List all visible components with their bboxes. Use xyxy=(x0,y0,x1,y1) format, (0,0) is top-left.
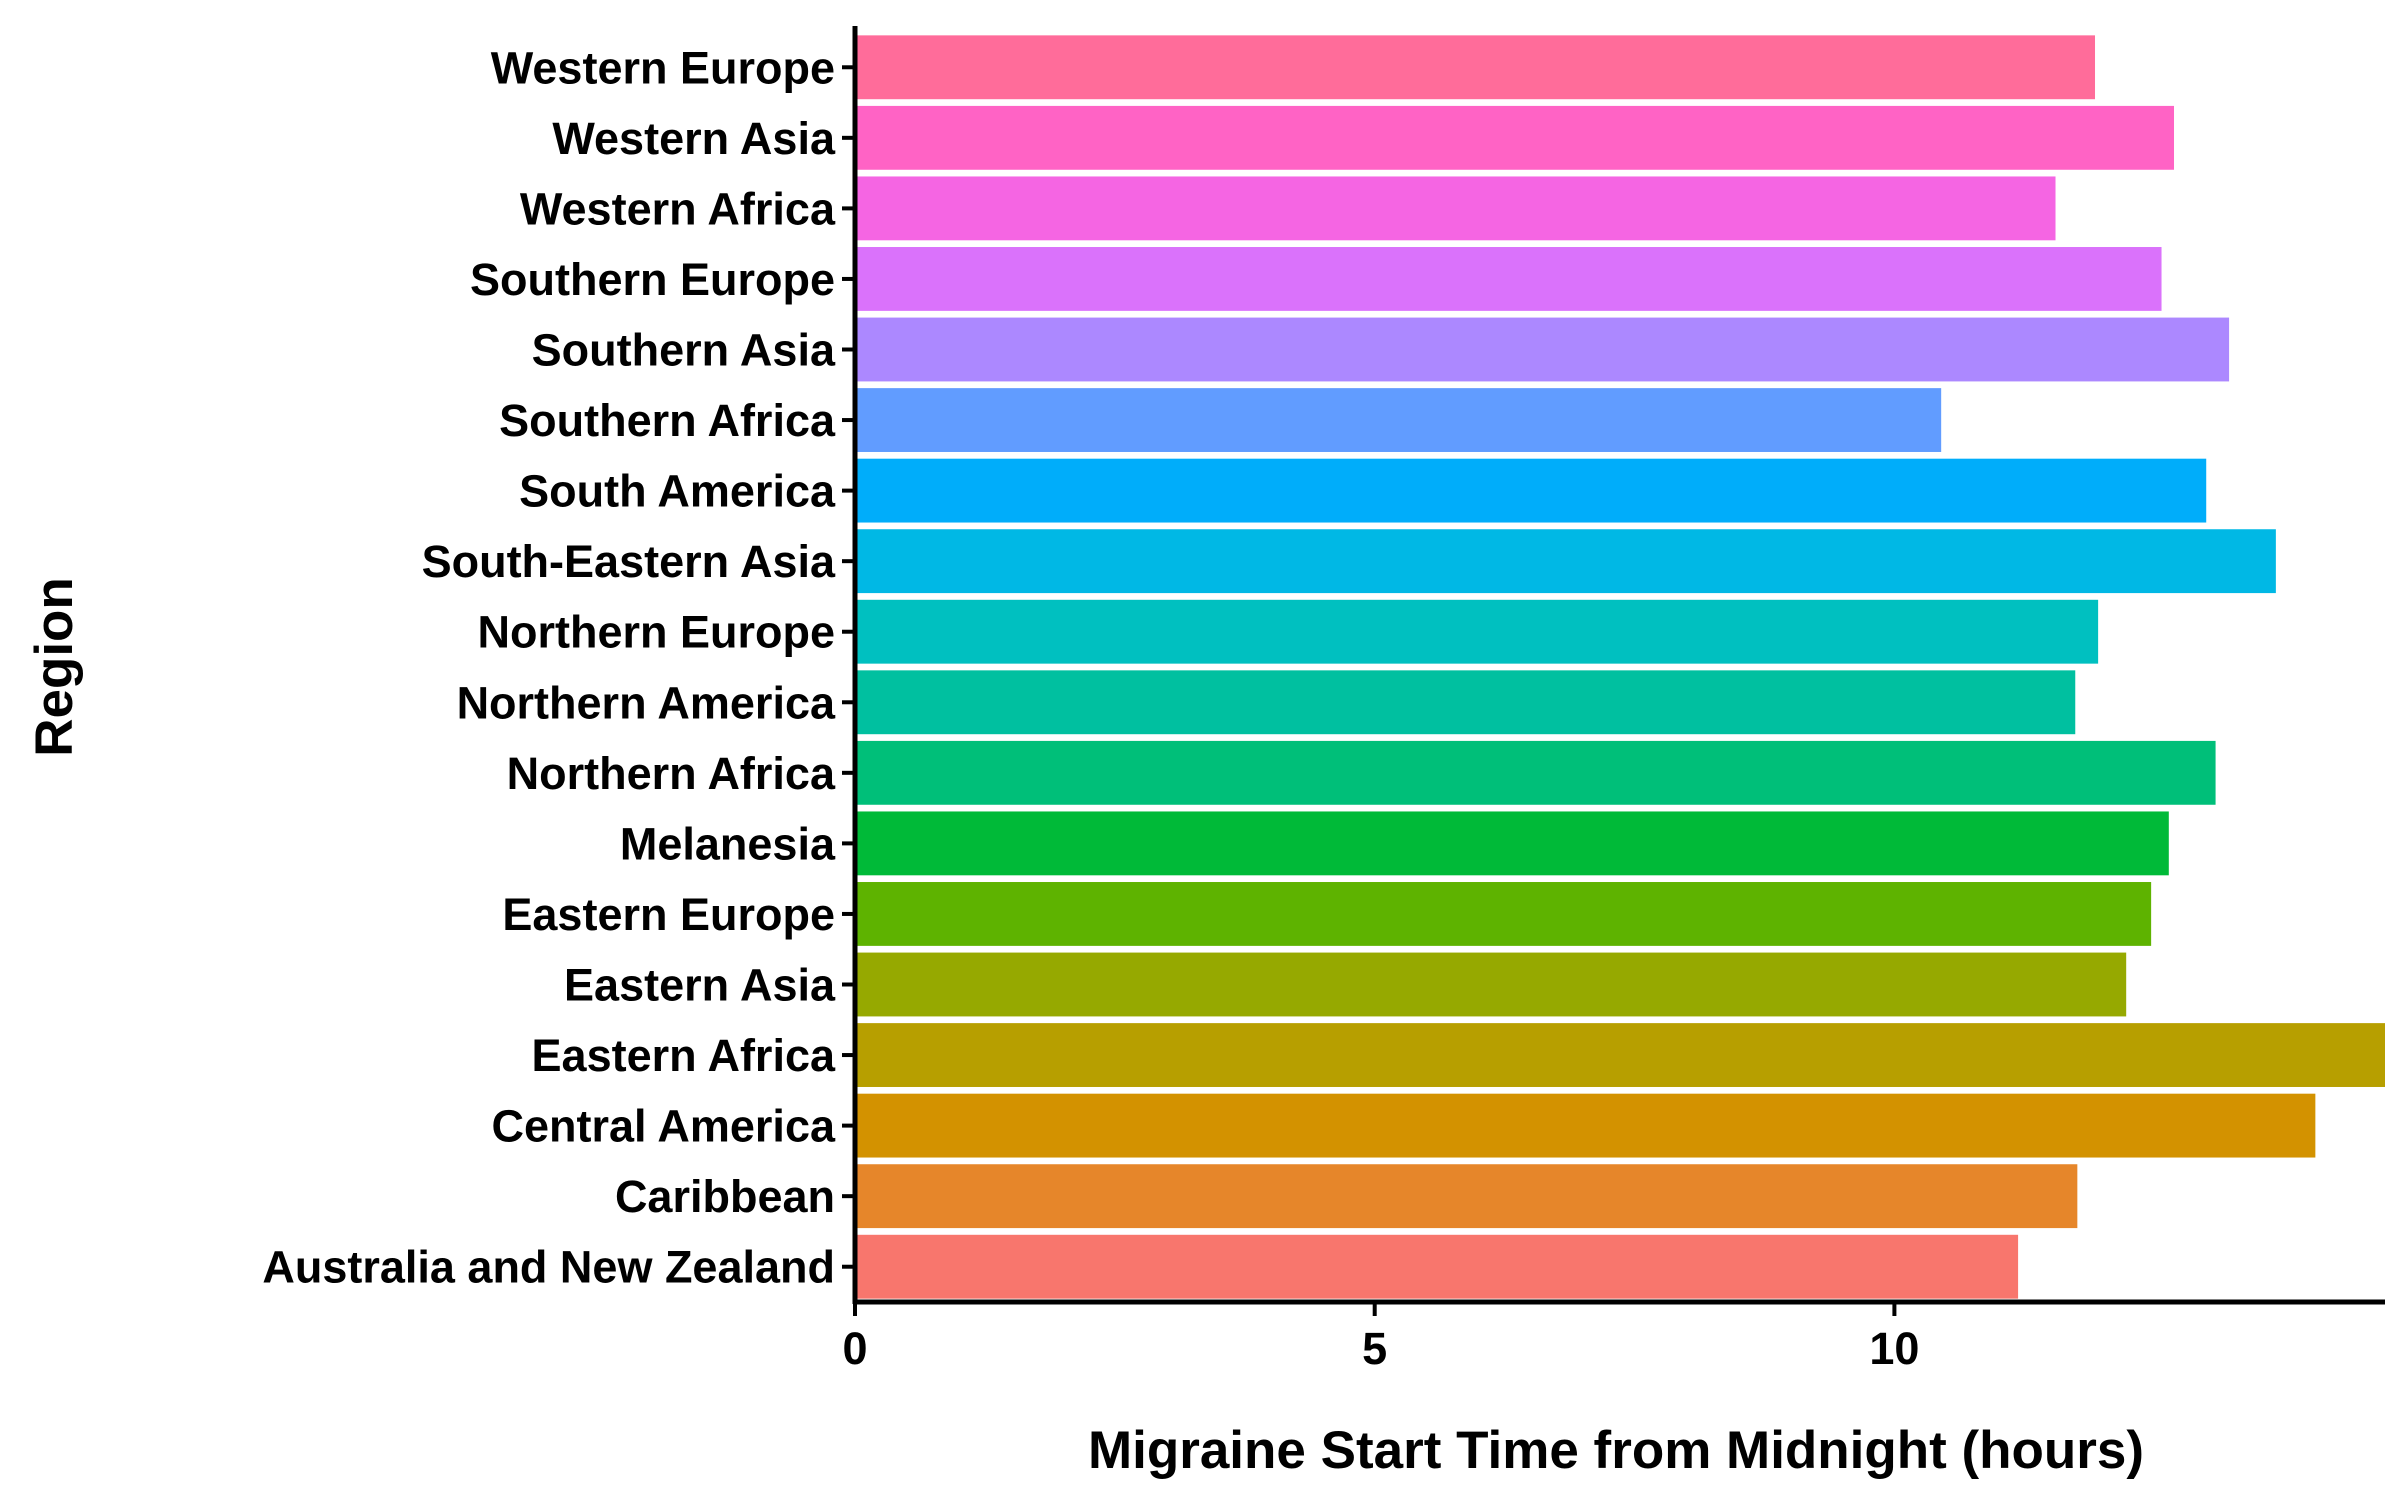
bar-south-eastern-asia xyxy=(855,529,2276,594)
bar-south-america xyxy=(855,458,2207,523)
x-tick-label: 10 xyxy=(1869,1323,1919,1374)
y-tick-label: Northern America xyxy=(457,677,836,728)
bars-group xyxy=(855,35,2385,1299)
bar-western-africa xyxy=(855,176,2056,241)
y-tick-label: South-Eastern Asia xyxy=(422,536,836,587)
bar-southern-africa xyxy=(855,388,1942,452)
y-tick-label: Western Asia xyxy=(552,113,836,164)
bar-caribbean xyxy=(855,1164,2078,1229)
y-tick-label: Western Europe xyxy=(491,42,835,93)
y-tick-label: Australia and New Zealand xyxy=(262,1242,835,1293)
bar-southern-europe xyxy=(855,247,2162,311)
y-tick-label: Eastern Africa xyxy=(532,1030,836,1081)
bar-western-asia xyxy=(855,105,2175,170)
x-tick-label: 0 xyxy=(842,1323,867,1374)
bar-melanesia xyxy=(855,811,2169,876)
y-tick-label: Eastern Asia xyxy=(564,960,836,1011)
y-tick-label: Northern Europe xyxy=(477,607,835,658)
y-axis-title: Region xyxy=(25,577,84,757)
bar-northern-europe xyxy=(855,599,2099,664)
bar-eastern-africa xyxy=(855,1023,2385,1087)
y-tick-label: Melanesia xyxy=(620,818,836,869)
y-tick-label: Southern Europe xyxy=(470,254,835,305)
x-axis-ticks: 0 5 10 xyxy=(842,1302,1919,1374)
bar-northern-america xyxy=(855,670,2076,735)
y-tick-label: Southern Asia xyxy=(532,325,836,376)
y-tick-label: South America xyxy=(519,466,836,517)
bar-central-america xyxy=(855,1093,2316,1158)
y-tick-label: Northern Africa xyxy=(507,748,836,799)
y-axis-ticks: Western Europe Western Asia Western Africa… xyxy=(262,42,855,1293)
y-tick-label: Central America xyxy=(492,1101,836,1152)
x-axis-title: Migraine Start Time from Midnight (hours… xyxy=(1088,1421,2144,1480)
bar-australia-and-new-zealand xyxy=(855,1234,2019,1299)
bar-northern-africa xyxy=(855,740,2216,805)
bar-eastern-asia xyxy=(855,952,2127,1017)
bar-eastern-europe xyxy=(855,882,2152,946)
y-tick-label: Western Africa xyxy=(520,183,836,234)
y-tick-label: Eastern Europe xyxy=(502,889,835,940)
x-tick-label: 5 xyxy=(1362,1323,1387,1374)
bar-southern-asia xyxy=(855,317,2230,382)
y-tick-label: Southern Africa xyxy=(499,395,836,446)
bar-western-europe xyxy=(855,35,2096,100)
y-tick-label: Caribbean xyxy=(615,1171,835,1222)
